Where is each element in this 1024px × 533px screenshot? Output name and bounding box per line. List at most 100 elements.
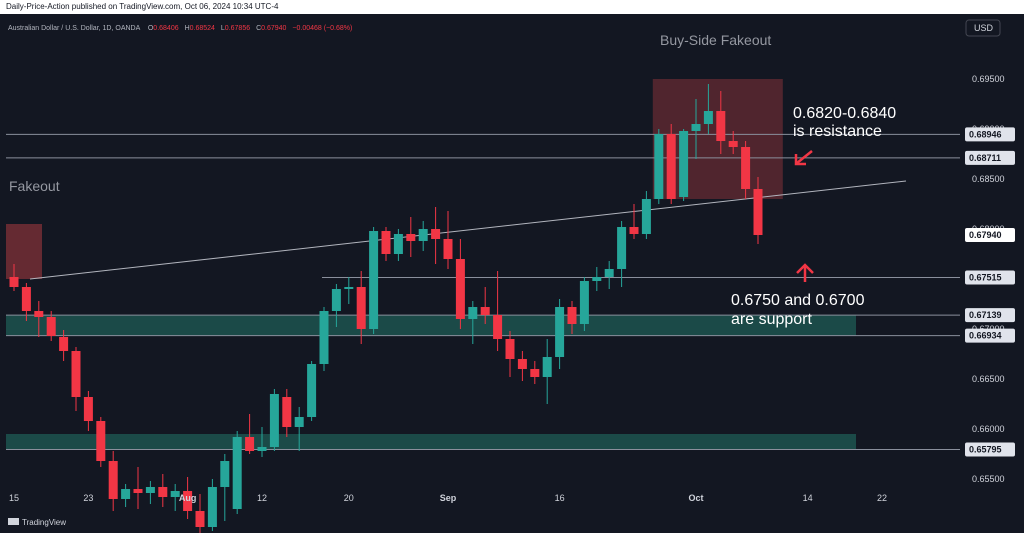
candle xyxy=(71,347,81,411)
candle xyxy=(170,484,180,511)
candle-body xyxy=(604,269,614,277)
usd-badge[interactable]: USD xyxy=(965,19,1001,37)
candle xyxy=(356,271,366,344)
candle xyxy=(331,284,341,327)
x-tick-label: 23 xyxy=(83,493,93,503)
candle-body xyxy=(21,287,31,311)
currency-label: USD xyxy=(974,23,994,33)
candle-body xyxy=(344,287,354,289)
candle xyxy=(703,84,713,134)
candle xyxy=(567,301,577,334)
support-zone-1 xyxy=(6,434,856,450)
candle xyxy=(579,277,589,331)
y-tick-label: 0.69500 xyxy=(972,74,1005,84)
published-banner: Daily-Price-Action published on TradingV… xyxy=(0,0,1024,14)
svg-text:Australian Dollar / U.S. Dolla: Australian Dollar / U.S. Dollar, 1D, OAN… xyxy=(8,25,352,32)
candle-body xyxy=(108,461,118,499)
x-tick-label: Aug xyxy=(179,493,197,503)
x-tick-label: Oct xyxy=(688,493,703,503)
candle xyxy=(455,239,465,329)
candle xyxy=(431,207,441,264)
zones-layer xyxy=(6,79,856,450)
candle-body xyxy=(468,307,478,319)
candles-layer xyxy=(9,84,763,533)
ohlc-header: Australian Dollar / U.S. Dollar, 1D, OAN… xyxy=(8,25,352,32)
candle-body xyxy=(121,489,131,499)
candle-body xyxy=(654,134,664,199)
price-tag-label: 0.68946 xyxy=(969,129,1002,139)
candle-body xyxy=(641,199,651,234)
candle-body xyxy=(493,315,503,339)
candle-body xyxy=(666,134,676,199)
tradingview-logo: TradingView xyxy=(8,518,66,527)
candle-body xyxy=(703,111,713,124)
time-axis[interactable]: 15 23 Aug 12 20 Sep 16 Oct 14 22 xyxy=(9,493,887,503)
candle-body xyxy=(393,234,403,254)
price-tag-label: 0.67940 xyxy=(969,230,1002,240)
price-axis[interactable]: 0.695000.690000.685000.680000.675000.670… xyxy=(965,74,1015,484)
candle xyxy=(232,431,242,514)
candle xyxy=(443,211,453,269)
trendline xyxy=(29,180,907,280)
y-tick-label: 0.66000 xyxy=(972,424,1005,434)
candle xyxy=(617,221,627,287)
candle-body xyxy=(96,421,106,461)
candle-body xyxy=(542,357,552,377)
candle xyxy=(220,454,230,521)
candle-body xyxy=(567,307,577,324)
candle xyxy=(393,229,403,261)
chart-area[interactable]: Fakeout Buy-Side Fakeout 0.6820-0.6840 i… xyxy=(0,14,1024,533)
candle-body xyxy=(9,277,19,287)
candle-body xyxy=(207,487,217,527)
price-tag-0.68946: 0.68946 xyxy=(965,127,1015,142)
candle-body xyxy=(232,437,242,509)
candle-body xyxy=(592,277,602,281)
candle xyxy=(9,264,19,291)
published-text: Daily-Price-Action published on TradingV… xyxy=(6,2,279,11)
candle-body xyxy=(46,317,56,336)
candle xyxy=(728,131,738,154)
candle-body xyxy=(443,239,453,259)
candle-body xyxy=(629,227,639,234)
candle-body xyxy=(319,311,329,364)
price-tag-label: 0.67139 xyxy=(969,310,1002,320)
candle-body xyxy=(679,131,689,197)
candle-body xyxy=(133,489,143,493)
price-tag-0.67940: 0.67940 xyxy=(965,228,1015,242)
candle-body xyxy=(269,394,279,447)
candle-body xyxy=(505,339,515,359)
candle-body xyxy=(753,189,763,235)
candle-body xyxy=(381,231,391,254)
candle xyxy=(269,389,279,451)
candle-body xyxy=(356,287,366,329)
candle xyxy=(21,283,31,321)
candle-body xyxy=(369,231,379,329)
candle-body xyxy=(530,369,540,377)
candle xyxy=(629,204,639,239)
x-tick-label: 14 xyxy=(803,493,813,503)
candle xyxy=(542,339,552,404)
candle xyxy=(96,417,106,467)
resistance-label-line1: 0.6820-0.6840 xyxy=(793,105,896,122)
candle xyxy=(381,227,391,261)
candle-body xyxy=(307,364,317,417)
candle-body xyxy=(282,397,292,427)
annotations-layer: Fakeout Buy-Side Fakeout 0.6820-0.6840 i… xyxy=(9,32,896,328)
candle xyxy=(418,221,428,251)
price-tag-0.68711: 0.68711 xyxy=(965,150,1015,165)
lines-layer xyxy=(6,133,960,450)
candle xyxy=(505,331,515,377)
candle-body xyxy=(741,147,751,189)
candle-body xyxy=(59,337,69,351)
candle xyxy=(59,330,69,361)
price-tag-label: 0.65795 xyxy=(969,445,1002,455)
candle xyxy=(691,99,701,159)
candle-body xyxy=(245,437,255,451)
candle-body xyxy=(728,141,738,147)
candle xyxy=(158,474,168,507)
candle xyxy=(517,351,527,381)
candle xyxy=(679,129,689,201)
price-tag-0.67515: 0.67515 xyxy=(965,270,1015,285)
candle-body xyxy=(145,487,155,493)
price-chart[interactable]: Fakeout Buy-Side Fakeout 0.6820-0.6840 i… xyxy=(0,14,1024,533)
